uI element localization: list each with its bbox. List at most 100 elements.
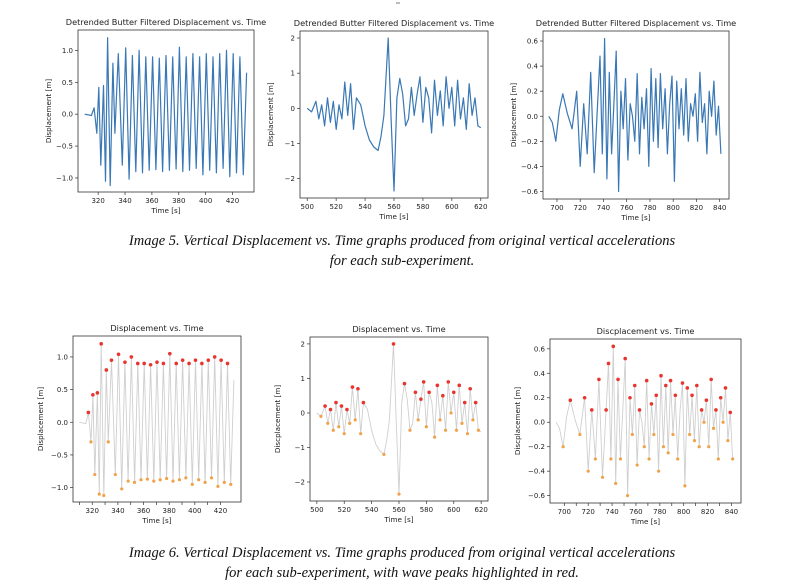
peak-marker — [457, 383, 462, 388]
plot-frame — [77, 29, 255, 193]
y-tick-label: 0.5 — [62, 79, 73, 87]
x-tick-label: 580 — [420, 506, 433, 514]
x-tick-label: 720 — [582, 508, 595, 516]
x-tick-label: 720 — [574, 204, 587, 212]
trough-marker — [438, 418, 442, 422]
y-tick-label: 0.0 — [57, 419, 68, 427]
y-axis-label: Displacement [m] — [36, 387, 45, 452]
peak-marker — [685, 386, 690, 390]
y-tick-label: −0.5 — [56, 143, 73, 151]
figure6-chart-2: Displacement vs. Time 500 520 540 560 580 600 6… — [272, 319, 502, 524]
plot-frame — [542, 30, 730, 200]
y-tick-label: −0.2 — [521, 138, 538, 146]
trough-marker — [642, 445, 646, 449]
chart-svg: Detrended Butter Filtered Displacement v… — [266, 18, 494, 221]
x-tick-label: 820 — [690, 204, 703, 212]
peak-marker — [723, 386, 728, 390]
series-line — [79, 343, 235, 496]
trough-marker — [145, 477, 149, 481]
y-tick-label: −1 — [285, 140, 295, 148]
peak-marker — [168, 351, 172, 356]
peak-marker — [187, 361, 191, 366]
y-tick-label: 1 — [301, 375, 305, 383]
trough-marker — [229, 482, 233, 486]
trough-marker — [152, 479, 156, 483]
peak-marker — [206, 358, 211, 362]
x-tick-label: 500 — [310, 506, 323, 514]
trough-marker — [711, 426, 716, 430]
trough-marker — [222, 480, 226, 484]
figure5-caption: Image 5. Vertical Displacement vs. Time … — [0, 231, 804, 271]
x-axis-label: Time [s] — [383, 515, 413, 524]
peak-marker — [427, 390, 431, 395]
y-tick-label: −0.4 — [528, 468, 546, 476]
y-tick-label: 1.0 — [57, 353, 68, 361]
x-tick-label: 520 — [329, 203, 342, 211]
trough-marker — [671, 432, 675, 437]
y-tick-label: 0 — [301, 409, 305, 417]
peak-marker — [334, 400, 338, 405]
x-tick-label: 600 — [445, 203, 458, 211]
series-line — [306, 37, 482, 192]
peak-marker — [413, 390, 418, 395]
peak-marker — [709, 377, 713, 382]
x-tick-label: 540 — [358, 203, 371, 211]
peak-marker — [589, 408, 594, 412]
peak-marker — [219, 358, 223, 362]
peak-marker — [123, 360, 127, 364]
peak-marker — [135, 361, 140, 366]
x-tick-label: 740 — [605, 508, 618, 516]
trough-marker — [449, 411, 453, 415]
chart-svg: Displacement vs. Time 500 520 540 560 580 600 6… — [273, 324, 489, 524]
trough-marker — [326, 421, 330, 425]
trough-marker — [113, 472, 117, 477]
trough-marker — [397, 492, 401, 496]
x-tick-label: 780 — [653, 508, 666, 516]
trough-marker — [726, 438, 730, 443]
trough-marker — [697, 445, 701, 449]
peak-marker — [462, 400, 467, 405]
x-axis-label: Time [s] — [378, 212, 408, 221]
trough-marker — [692, 438, 697, 443]
peak-marker — [435, 383, 440, 388]
y-tick-label: −0.4 — [521, 163, 539, 171]
trough-marker — [731, 457, 735, 461]
peak-marker — [623, 356, 628, 361]
x-tick-label: 360 — [145, 197, 158, 205]
x-tick-label: 820 — [701, 508, 714, 516]
chart-svg: Discplacement vs. Time 700 720 740 760 780 800… — [513, 326, 742, 526]
peak-marker — [597, 377, 601, 382]
y-tick-label: −1 — [295, 444, 305, 452]
x-tick-label: 380 — [162, 507, 175, 515]
y-tick-label: 2 — [291, 35, 295, 43]
x-tick-label: 780 — [643, 204, 656, 212]
peak-marker — [402, 381, 407, 386]
figure5-chart-2: Detrended Butter Filtered Displacement v… — [266, 13, 502, 223]
trough-marker — [184, 476, 188, 480]
peak-marker — [350, 385, 355, 389]
trough-marker — [657, 469, 661, 473]
peak-marker — [419, 397, 423, 401]
y-axis-label: Displacement [m] — [509, 83, 518, 148]
trough-marker — [342, 432, 346, 436]
figure6-chart-1: Displacement vs. Time 320 340 360 380 400 420 −… — [28, 322, 250, 532]
trough-marker — [102, 493, 106, 498]
series-line — [548, 37, 722, 193]
peak-marker — [637, 408, 642, 412]
trough-marker — [666, 451, 670, 455]
peak-marker — [391, 342, 396, 346]
x-axis-label: Time [s] — [141, 516, 171, 525]
peak-marker — [718, 395, 723, 400]
y-tick-label: 1.0 — [62, 47, 73, 55]
y-tick-label: −0.6 — [528, 492, 546, 500]
trough-marker — [197, 478, 201, 482]
x-tick-label: 840 — [725, 508, 738, 516]
trough-marker — [471, 418, 475, 422]
peak-marker — [690, 393, 694, 398]
peak-marker — [91, 393, 95, 397]
trough-marker — [126, 479, 130, 483]
peak-marker — [174, 361, 179, 366]
y-tick-label: −2 — [295, 479, 305, 487]
trough-marker — [106, 440, 110, 444]
peak-marker — [714, 408, 718, 412]
